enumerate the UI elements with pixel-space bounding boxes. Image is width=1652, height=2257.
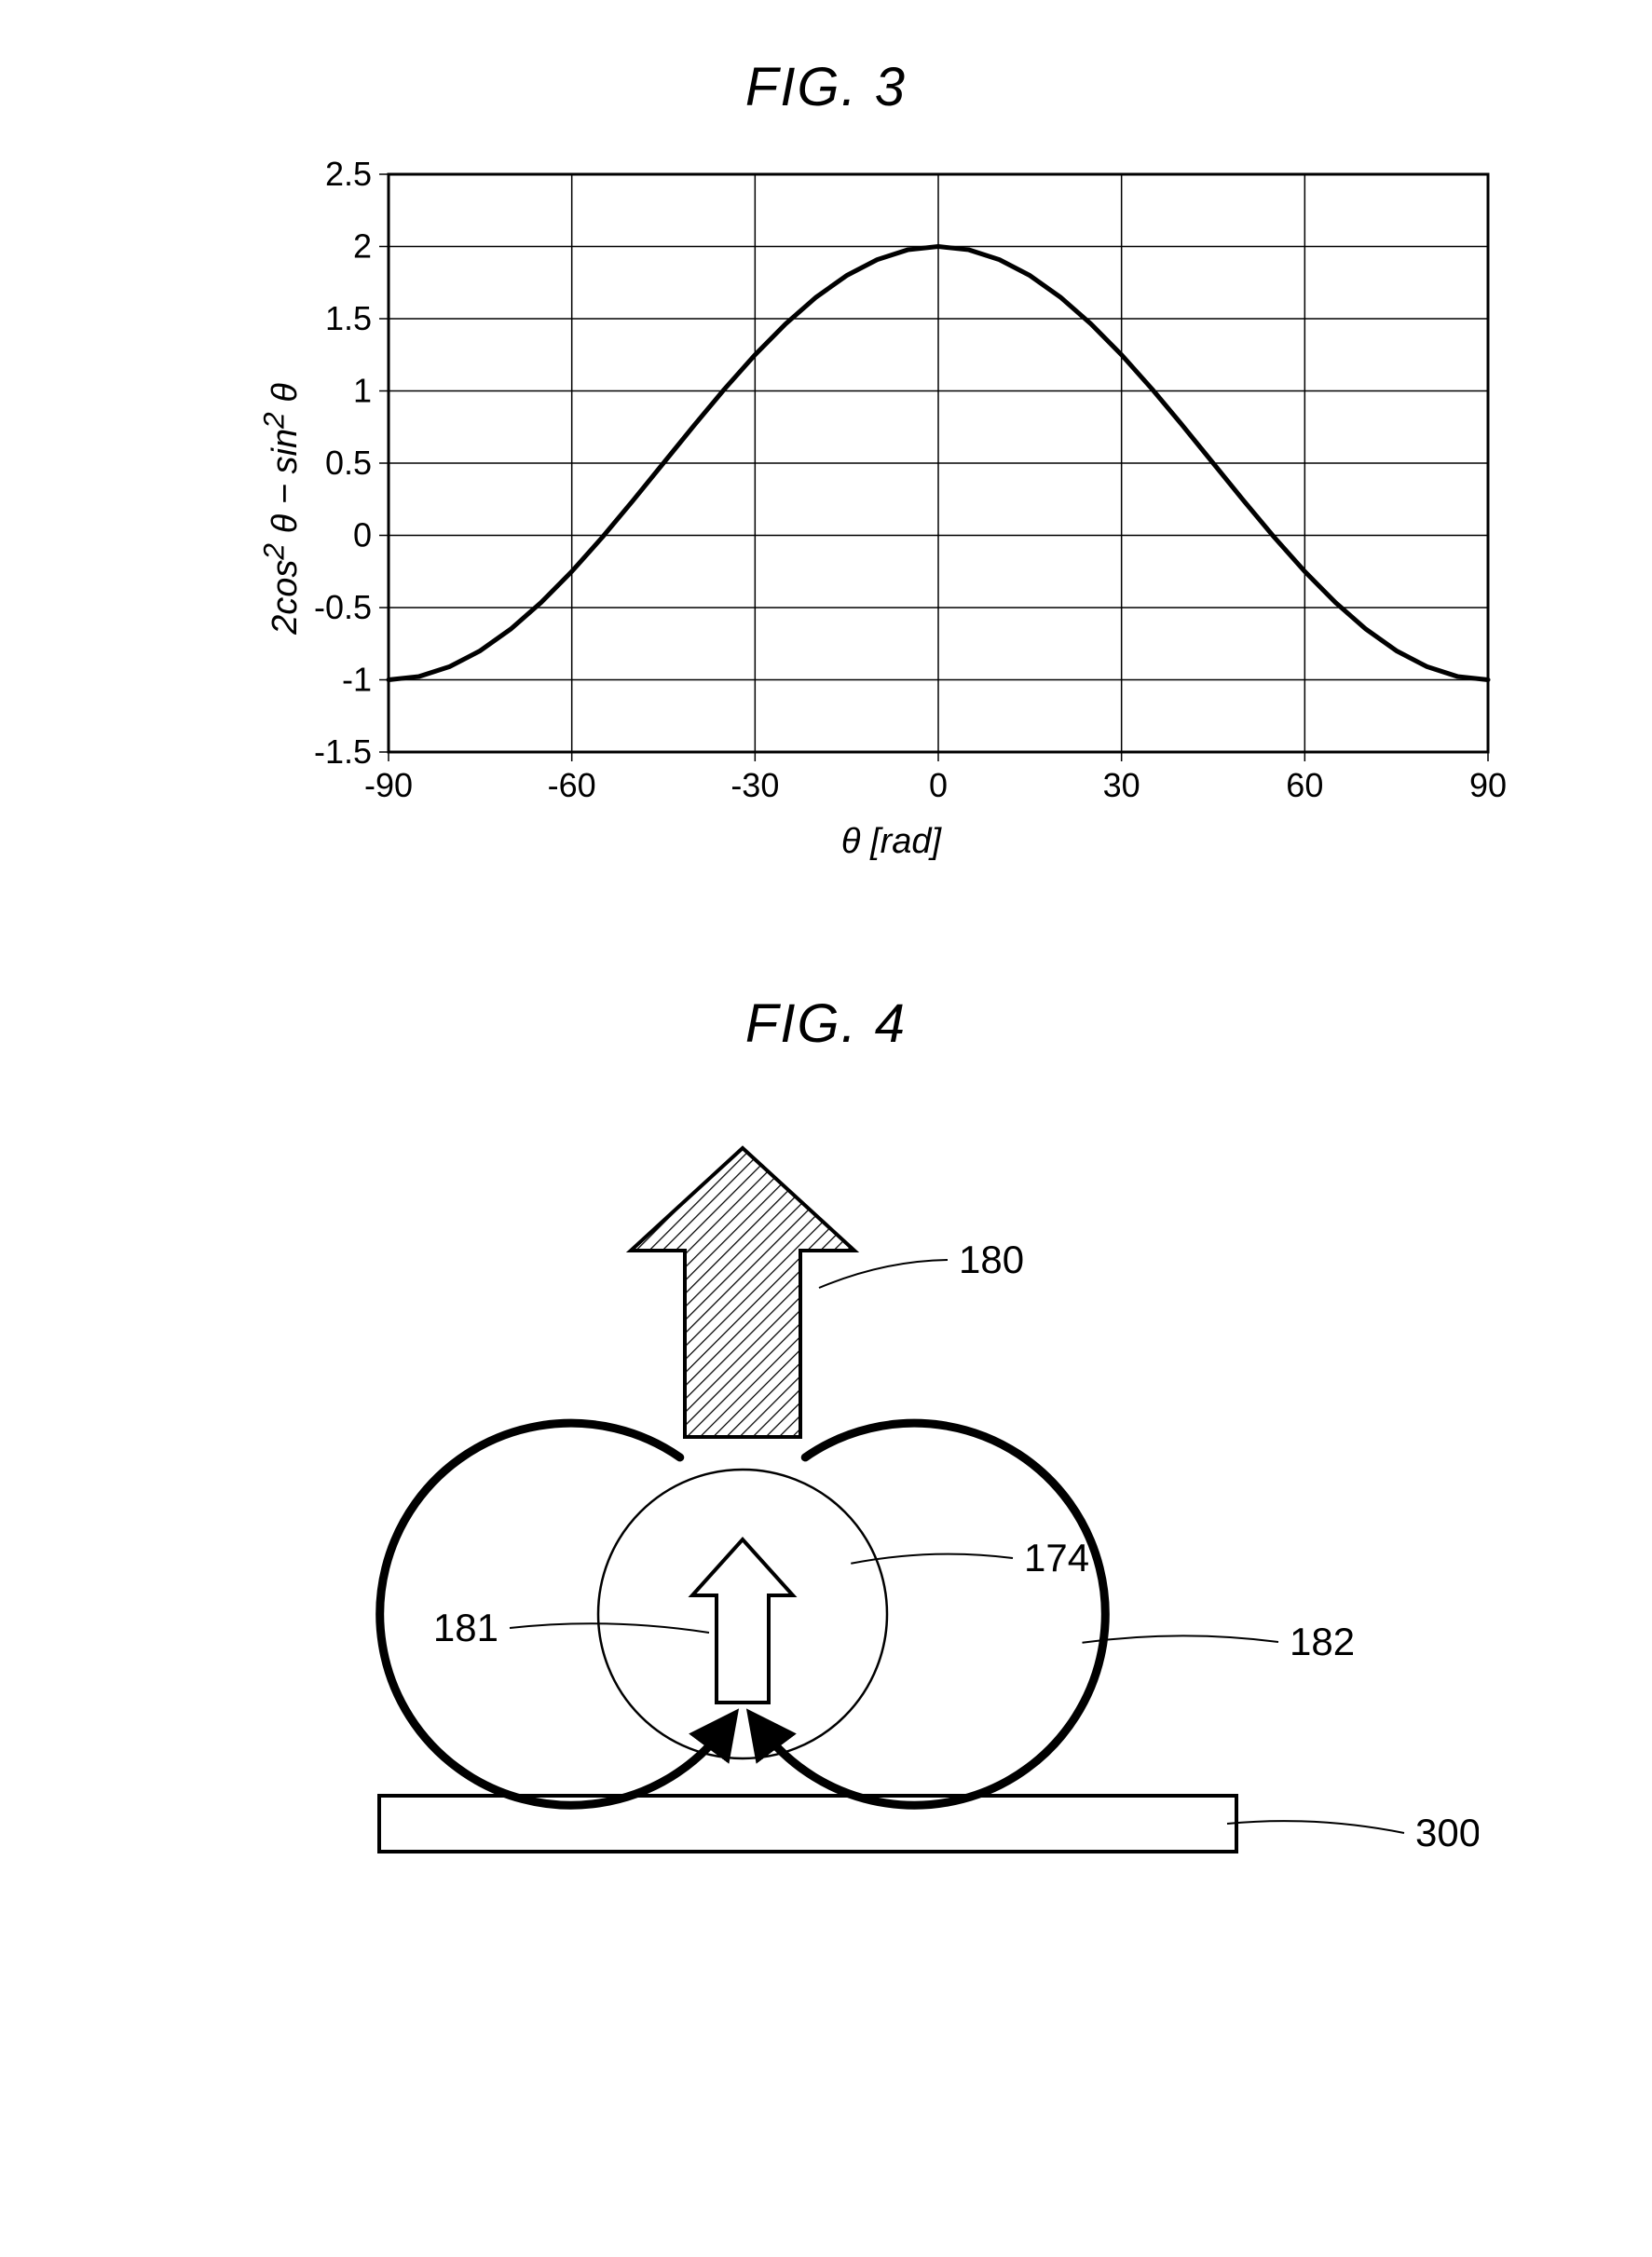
inner-arrow-icon	[692, 1539, 793, 1703]
left-field-line	[379, 1423, 723, 1805]
svg-text:0.5: 0.5	[324, 444, 371, 482]
svg-text:1.5: 1.5	[324, 299, 371, 337]
label-181: 181	[432, 1606, 498, 1649]
big-arrow-icon	[631, 1148, 854, 1437]
svg-text:2: 2	[352, 227, 371, 266]
fig3-chart: 2cos2 θ − sin2 θ -90-60-300306090-1.5-1-…	[174, 156, 1479, 862]
figure-3: FIG. 3 2cos2 θ − sin2 θ -90 -60 -30 0 30 60 90…	[75, 56, 1577, 862]
fig4-title: FIG. 4	[75, 992, 1577, 1055]
svg-text:-60: -60	[547, 766, 595, 804]
fig3-xlabel: θ [rad]	[305, 822, 1479, 862]
label-300: 300	[1415, 1811, 1479, 1854]
label-180: 180	[959, 1238, 1024, 1281]
svg-text:30: 30	[1102, 766, 1140, 804]
svg-text:2.5: 2.5	[324, 156, 371, 193]
svg-text:60: 60	[1286, 766, 1323, 804]
svg-text:-90: -90	[363, 766, 412, 804]
fig3-ylabel: 2cos2 θ − sin2 θ	[256, 383, 306, 635]
label-182: 182	[1290, 1620, 1355, 1663]
right-field-line	[761, 1423, 1105, 1805]
fig3-title: FIG. 3	[75, 56, 1577, 118]
svg-text:-30: -30	[730, 766, 779, 804]
svg-text:0: 0	[352, 516, 371, 554]
svg-text:-0.5: -0.5	[313, 588, 371, 626]
fig4-svg: 180 174 182 300 181	[174, 1092, 1479, 1931]
svg-text:0: 0	[928, 766, 947, 804]
svg-text:-1.5: -1.5	[313, 732, 371, 771]
base-plate	[379, 1796, 1236, 1852]
figure-4: FIG. 4 180 174 182 300 181	[75, 992, 1577, 1936]
label-174: 174	[1024, 1536, 1089, 1580]
svg-text:-1: -1	[341, 661, 371, 699]
svg-text:90: 90	[1468, 766, 1506, 804]
fig4-diagram: 180 174 182 300 181	[174, 1092, 1479, 1936]
fig3-plot-area: -90 -60 -30 0 30 60 90 -1.5 -1 -0.5 0 0.5 1 1.5 2 2.5	[305, 156, 1507, 808]
svg-text:1: 1	[352, 372, 371, 410]
